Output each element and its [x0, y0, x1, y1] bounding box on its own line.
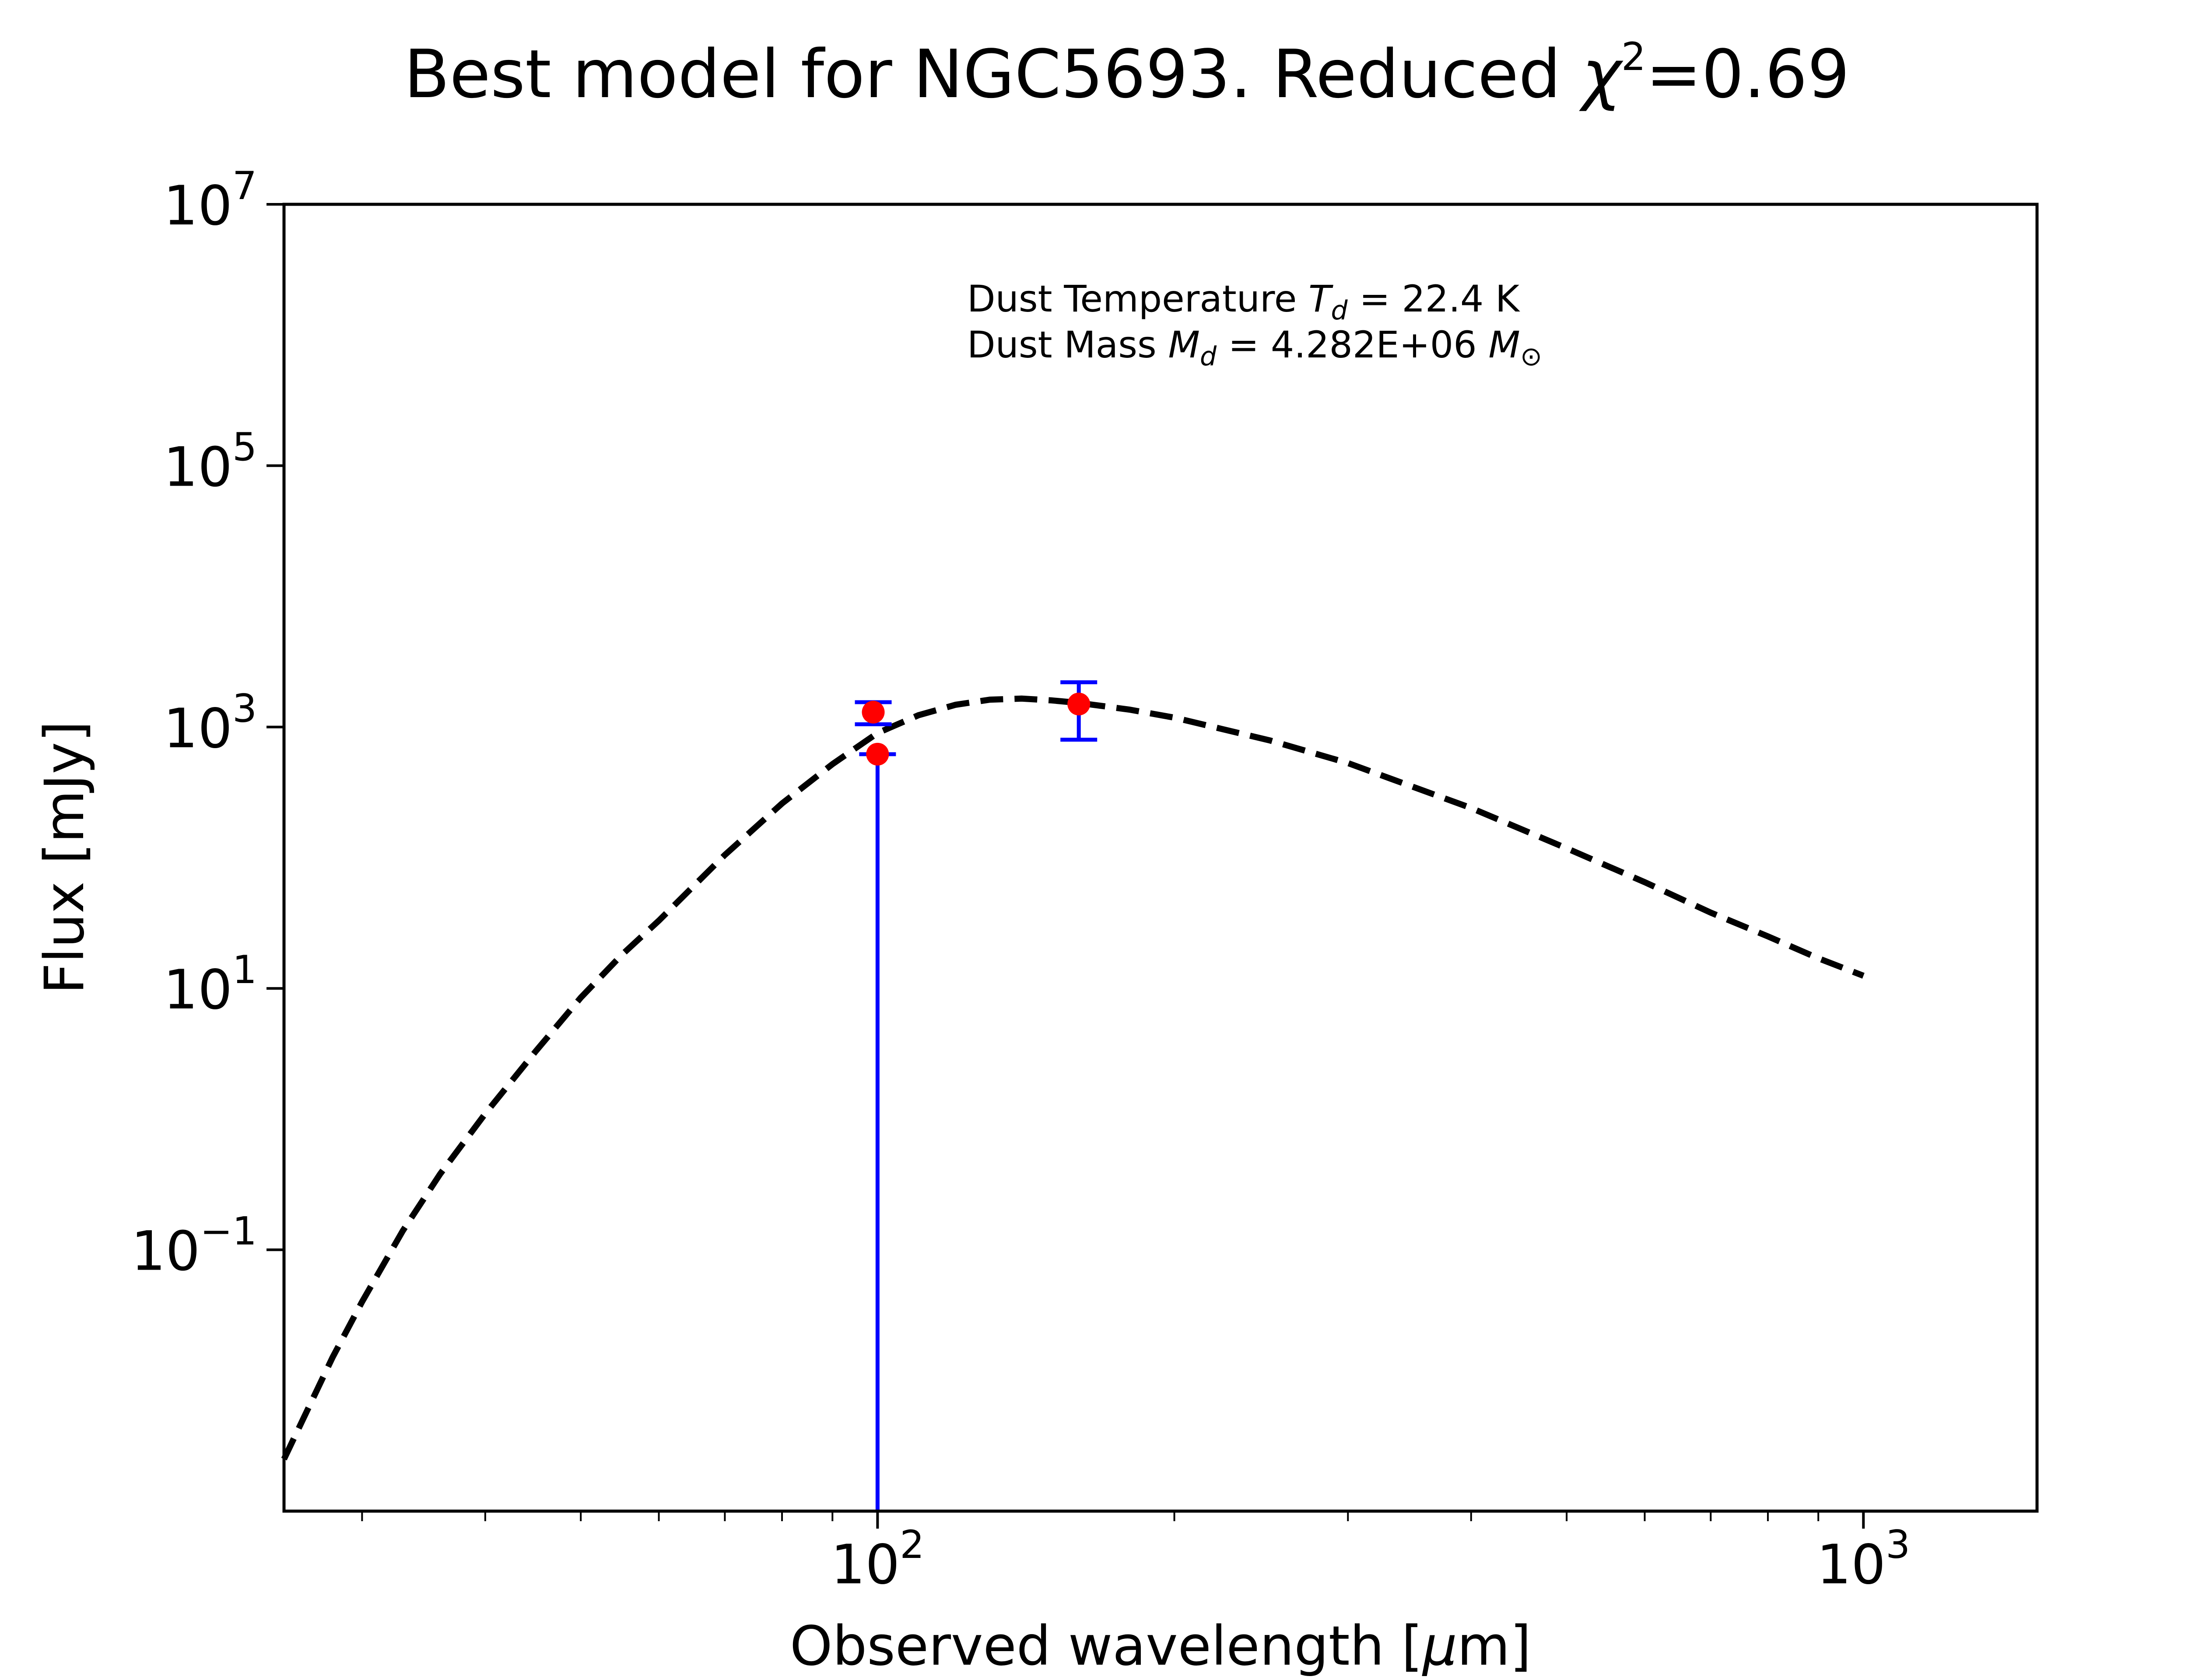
data-point — [1067, 693, 1090, 716]
x-tick-label: 103 — [1816, 1522, 1910, 1596]
plot-area — [281, 203, 2039, 1513]
y-axis-label: Flux [mJy] — [33, 721, 96, 994]
y-tick-label: 10−1 — [131, 1209, 257, 1283]
axes-frame — [282, 203, 2039, 1513]
y-tick-label: 101 — [163, 947, 257, 1022]
y-tick-label: 107 — [163, 163, 257, 238]
data-point — [866, 742, 889, 766]
y-tick-label: 105 — [163, 424, 257, 499]
data-point — [862, 700, 885, 724]
y-tick-label: 103 — [163, 686, 257, 760]
model-curve-layer — [281, 695, 1865, 1461]
y-axis-ticks: 10−1 101 103 105 107 — [131, 163, 284, 1283]
data-points-layer — [862, 693, 1090, 766]
chart-title: Best model for NGC5693. Reduced χ2=0.69 — [404, 34, 1850, 113]
x-axis-ticks: 102 103 — [361, 1511, 1910, 1596]
annotation-line: Dust Mass Md = 4.282E+06 M⊙ — [967, 323, 1542, 372]
x-axis-label: Observed wavelength [μm] — [790, 1615, 1531, 1678]
annotation-line: Dust Temperature Td = 22.4 K — [967, 277, 1520, 326]
x-tick-label: 102 — [831, 1522, 924, 1596]
model-curve — [281, 695, 1865, 1461]
